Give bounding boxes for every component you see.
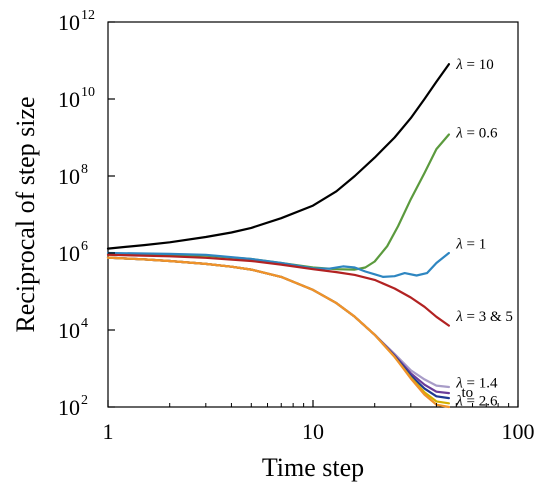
series-line-1 (106, 133, 450, 271)
y-axis-title: Reciprocal of step size (11, 96, 40, 332)
annotation-symbol: λ (455, 237, 463, 253)
annotation-symbol: λ (455, 57, 463, 73)
y-tick-label: 10 (58, 87, 80, 112)
series-line-7 (106, 256, 450, 405)
series-line-2 (106, 251, 450, 278)
annotation-symbol: λ (455, 309, 463, 325)
y-tick-label: 10 (58, 318, 80, 343)
x-tick-label: 1 (103, 419, 114, 444)
y-tick-exponent: 8 (81, 162, 88, 177)
y-tick-base: 10 (58, 395, 80, 420)
annotation-text: = 10 (463, 57, 494, 73)
annotation-symbol: λ (455, 393, 463, 409)
y-tick-label: 10 (58, 241, 80, 266)
annotation-l35: λ = 3 & 5 (455, 309, 513, 325)
series-line-5 (106, 256, 450, 395)
x-tick-label: 10 (302, 419, 324, 444)
y-tick-base: 10 (58, 241, 80, 266)
x-tick-label: 100 (502, 419, 535, 444)
y-tick-base: 10 (58, 10, 80, 35)
series-line-8 (106, 256, 450, 409)
x-axis-title: Time step (262, 453, 364, 482)
y-tick-exponent: 4 (81, 316, 88, 331)
plot-frame (107, 21, 519, 408)
y-tick-exponent: 6 (81, 239, 88, 254)
series-layer (106, 63, 450, 409)
annotation-text: = 0.6 (463, 126, 498, 142)
y-tick-label: 10 (58, 10, 80, 35)
y-tick-label: 10 (58, 164, 80, 189)
annotation-text: = 2.6 (463, 393, 498, 409)
x-axis-ticks: 1 10 100 (103, 400, 535, 444)
annotation-l1: λ = 1 (455, 237, 486, 253)
series-line-0 (106, 63, 450, 250)
annotation-lto: to (461, 385, 473, 401)
y-tick-base: 10 (58, 164, 80, 189)
y-tick-base: 10 (58, 318, 80, 343)
annotation-text: = 1.4 (463, 376, 498, 392)
annotation-text: to (461, 385, 473, 401)
annotation-l10: λ = 10 (455, 57, 493, 73)
y-tick-label: 10 (58, 395, 80, 420)
y-tick-base: 10 (58, 87, 80, 112)
annotation-text: = 3 & 5 (463, 309, 513, 325)
y-tick-exponent: 10 (81, 85, 95, 100)
y-tick-exponent: 2 (81, 393, 88, 408)
plot-area-border (107, 21, 519, 408)
annotation-l06: λ = 0.6 (455, 126, 498, 142)
annotation-symbol: λ (455, 126, 463, 142)
annotation-text: = 1 (463, 237, 486, 253)
series-line-3 (106, 253, 450, 327)
annotation-l26: λ = 2.6 (455, 393, 498, 409)
y-tick-exponent: 12 (81, 8, 95, 23)
annotation-symbol: λ (455, 376, 463, 392)
series-line-6 (106, 256, 450, 400)
annotation-l14: λ = 1.4 (455, 376, 498, 392)
